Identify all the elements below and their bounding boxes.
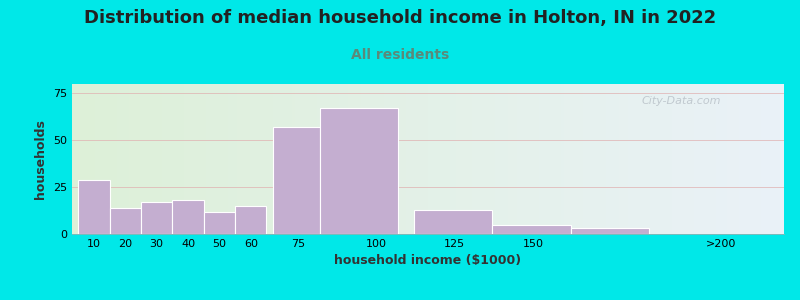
Bar (570, 228, 649, 234)
Bar (320, 108, 398, 234)
Bar (235, 206, 266, 234)
Bar (492, 225, 570, 234)
Text: City-Data.com: City-Data.com (642, 96, 721, 106)
X-axis label: household income ($1000): household income ($1000) (334, 254, 522, 267)
Bar (172, 200, 204, 234)
Bar (78, 180, 110, 234)
Bar (414, 210, 492, 234)
Text: All residents: All residents (351, 48, 449, 62)
Text: Distribution of median household income in Holton, IN in 2022: Distribution of median household income … (84, 9, 716, 27)
Bar (141, 202, 172, 234)
Bar (110, 208, 141, 234)
Y-axis label: households: households (34, 119, 47, 199)
Bar (204, 212, 235, 234)
Bar (273, 127, 320, 234)
